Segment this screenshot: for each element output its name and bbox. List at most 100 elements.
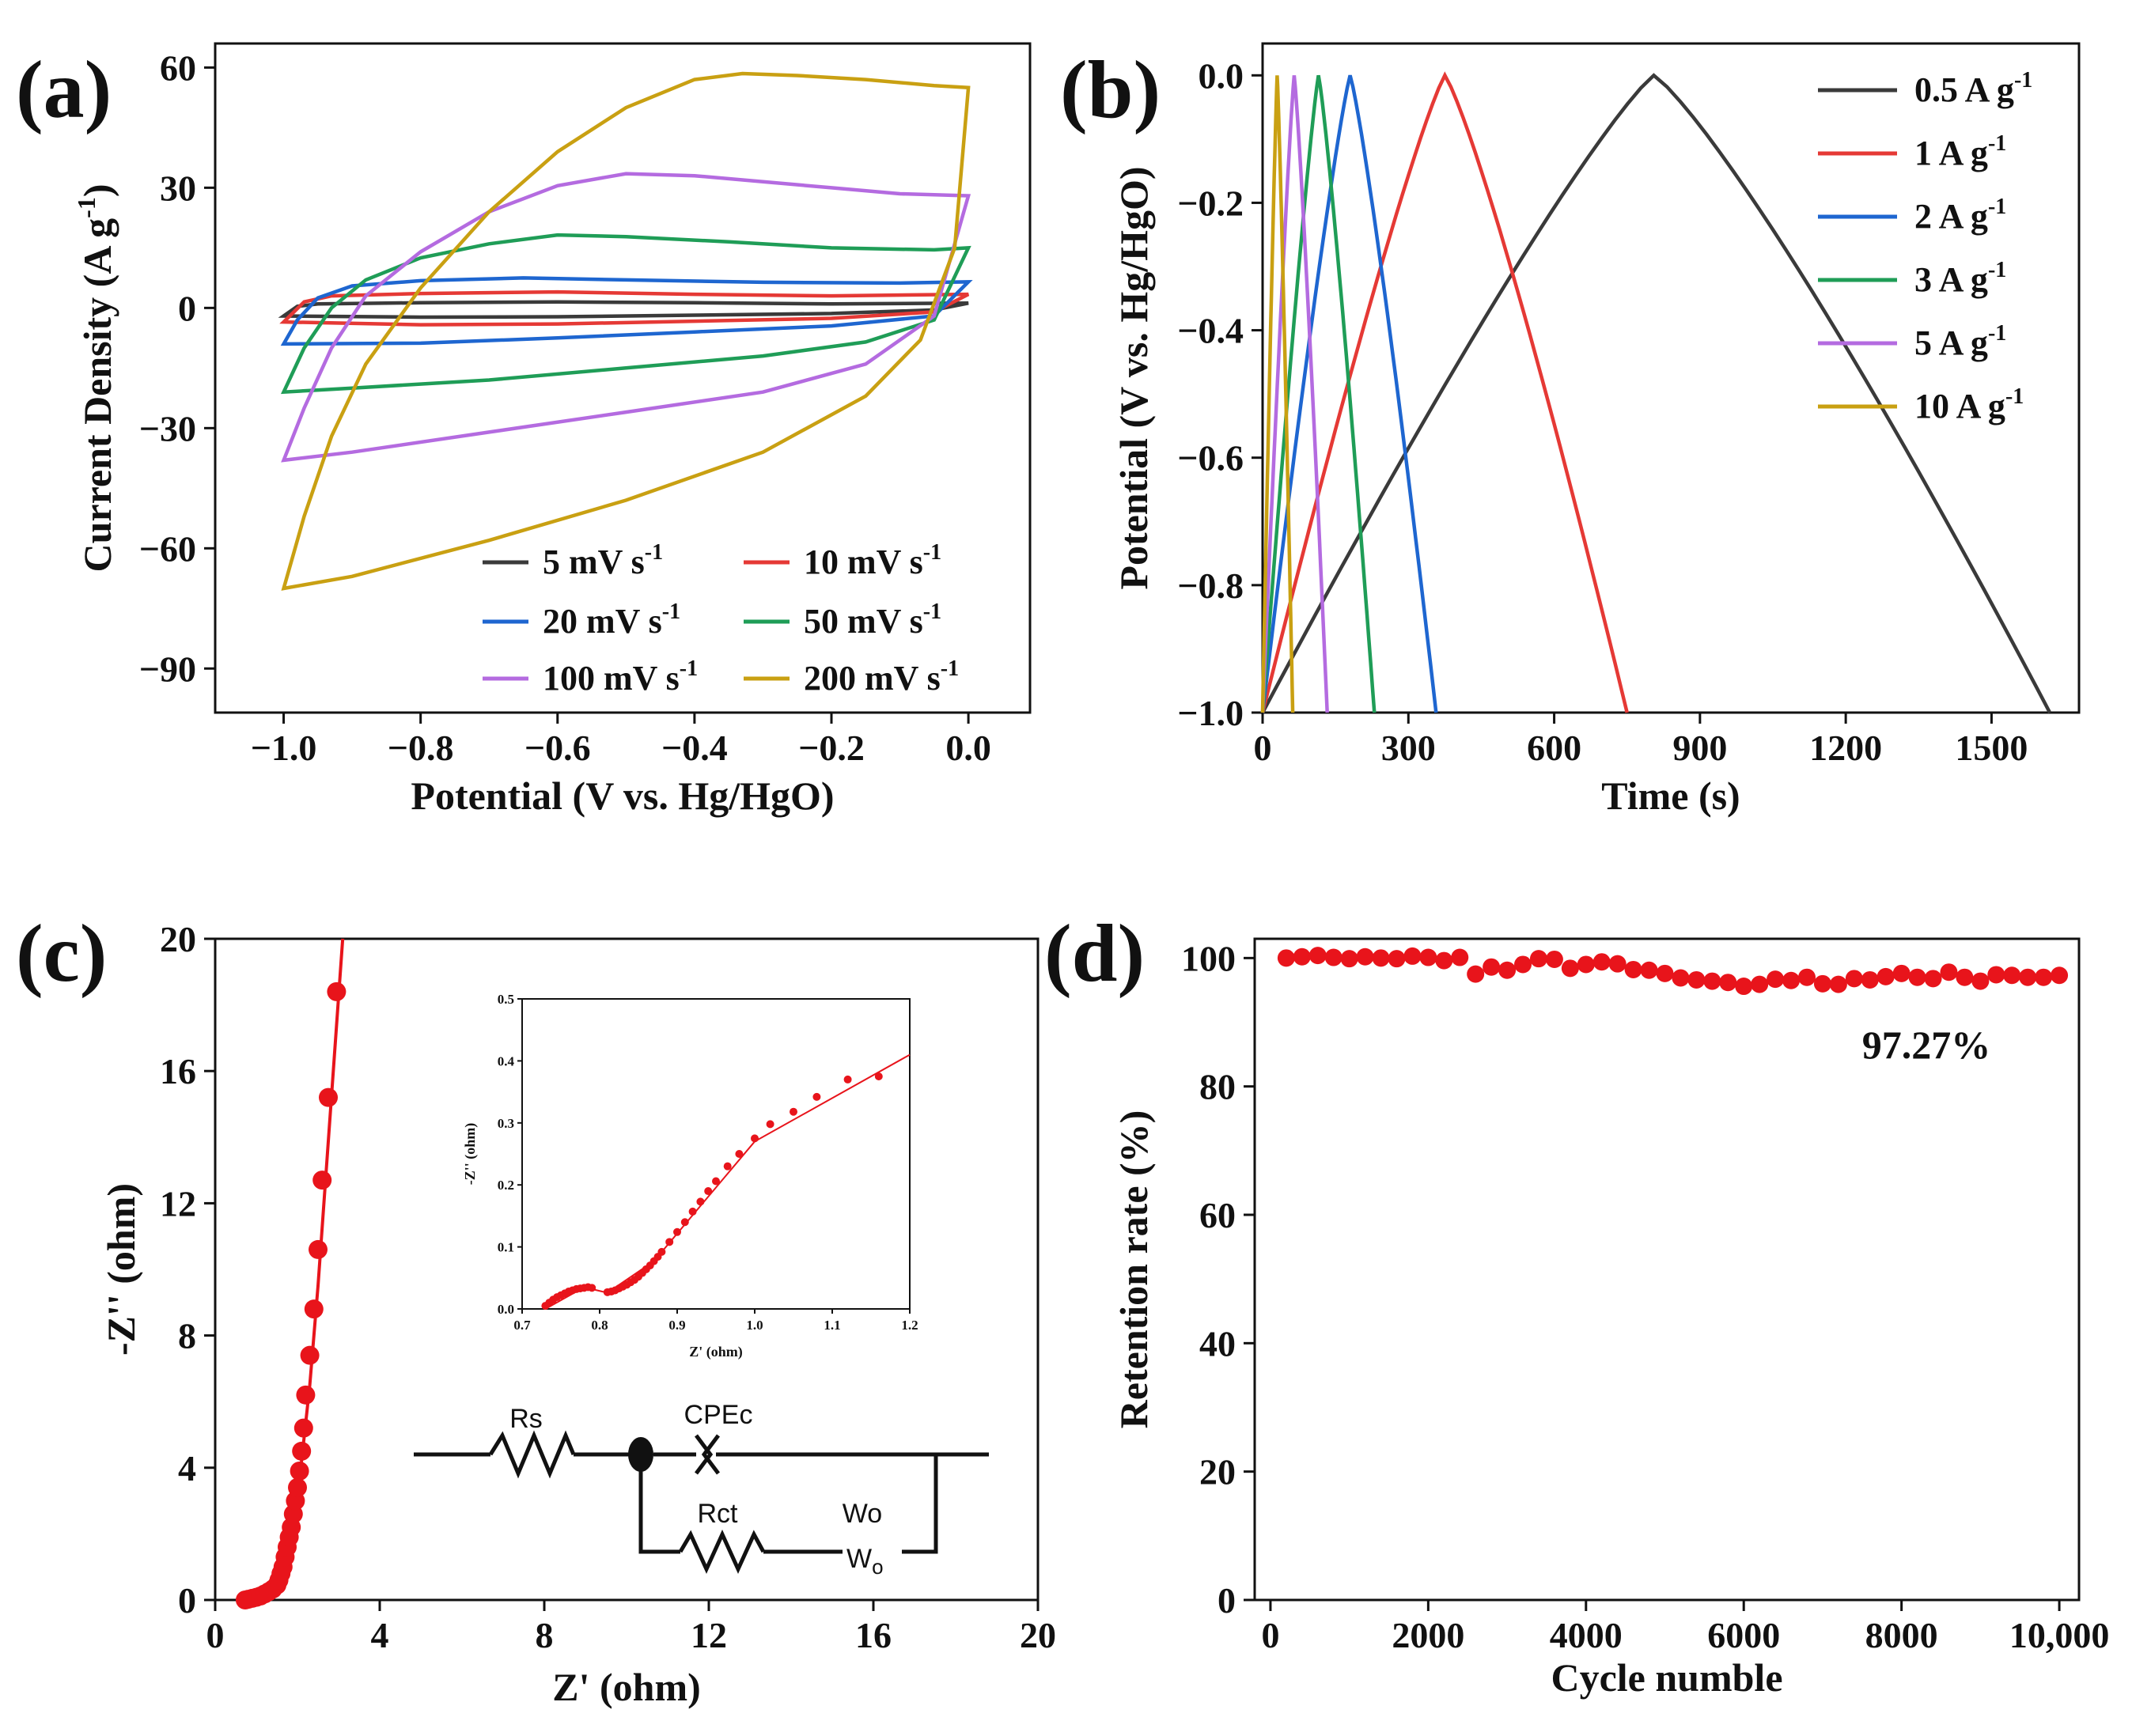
x-tick-label: 8000 bbox=[1865, 1615, 1938, 1655]
gcd-curve-2 bbox=[1260, 74, 1438, 713]
retention-point bbox=[1719, 974, 1737, 992]
inset-point bbox=[712, 1177, 720, 1186]
retention-point bbox=[1924, 970, 1942, 988]
x-tick-label: 0.8 bbox=[591, 1318, 608, 1333]
y-tick-label: 0.4 bbox=[498, 1053, 515, 1068]
legend-item-200-label: 200 mV s-1 bbox=[804, 656, 959, 698]
legend-item-5-label: 5 A g-1 bbox=[1914, 321, 2006, 362]
y-tick-label: 12 bbox=[160, 1183, 196, 1224]
inset-point bbox=[680, 1218, 689, 1227]
legend-item-50-label: 50 mV s-1 bbox=[804, 599, 941, 641]
nyquist-point bbox=[309, 1239, 328, 1259]
retention-point bbox=[1324, 948, 1342, 966]
retention-point bbox=[1498, 961, 1517, 979]
retention-point bbox=[1640, 961, 1658, 979]
y-tick-label: 0.5 bbox=[498, 992, 514, 1007]
legend-item-0.5-label: 0.5 A g-1 bbox=[1914, 68, 2032, 109]
y-tick-label: 0.2 bbox=[498, 1178, 514, 1193]
retention-point bbox=[1277, 949, 1295, 967]
y-tick-label: −0.6 bbox=[1177, 438, 1244, 478]
retention-point bbox=[1467, 965, 1485, 983]
legend-item-10-label: 10 mV s-1 bbox=[804, 540, 941, 581]
y-tick-label: 0.1 bbox=[498, 1240, 514, 1255]
retention-point bbox=[1403, 947, 1422, 965]
y-tick-label: 0 bbox=[1218, 1580, 1236, 1621]
legend: 0.5 A g-1 1 A g-1 2 A g-1 3 A g-1 5 A g-1 10 … bbox=[1818, 68, 2032, 425]
panel-label: (a) bbox=[16, 44, 112, 135]
nyquist-point bbox=[292, 1441, 312, 1461]
plot-frame bbox=[214, 42, 1032, 714]
x-tick-label: 10,000 bbox=[2009, 1615, 2110, 1655]
y-tick-label: −0.4 bbox=[1177, 311, 1244, 351]
retention-point bbox=[1876, 967, 1895, 985]
x-tick-label: 1.0 bbox=[746, 1318, 763, 1333]
retention-point bbox=[1308, 947, 1327, 965]
warburg-element: Wo bbox=[846, 1544, 884, 1579]
cv-curve-10 bbox=[279, 289, 970, 327]
y-tick-label: 20 bbox=[160, 919, 196, 959]
x-axis-title: Time (s) bbox=[1601, 773, 1740, 818]
x-axis-title: Potential (V vs. Hg/HgO) bbox=[411, 773, 834, 818]
inset-point bbox=[790, 1107, 797, 1116]
cv-curve-200 bbox=[281, 71, 971, 591]
nyquist-point bbox=[312, 1171, 332, 1190]
x-tick-label: 16 bbox=[855, 1615, 892, 1655]
inset-fit-line bbox=[544, 1053, 911, 1310]
circuit-wire bbox=[638, 1454, 680, 1554]
panel-label: (c) bbox=[16, 908, 107, 999]
resistor-rs bbox=[488, 1430, 576, 1479]
nyquist-point bbox=[296, 1385, 316, 1405]
y-tick-label: 0 bbox=[178, 288, 196, 328]
inset-point bbox=[735, 1150, 744, 1158]
retention-point bbox=[1608, 955, 1627, 973]
y-axis-title: -Z'' (ohm) bbox=[99, 1183, 143, 1356]
retention-point bbox=[1956, 968, 1974, 986]
x-tick-label: 12 bbox=[691, 1615, 727, 1655]
nyquist-point bbox=[293, 1418, 313, 1438]
y-tick-label: 80 bbox=[1199, 1067, 1236, 1107]
retention-point bbox=[1483, 958, 1501, 976]
inset-point bbox=[588, 1284, 596, 1292]
plot-frame bbox=[214, 937, 1040, 1602]
cv-curve-50 bbox=[280, 233, 971, 395]
plot-frame bbox=[1261, 42, 2081, 714]
inset-y-axis-title: -Z'' (ohm) bbox=[462, 1123, 479, 1186]
retention-point bbox=[1829, 975, 1847, 993]
x-tick-label: 1200 bbox=[1809, 728, 1882, 768]
x-tick-label: 1.2 bbox=[901, 1318, 918, 1333]
inset-point bbox=[673, 1227, 681, 1236]
retention-point bbox=[1656, 964, 1674, 982]
y-tick-label: −30 bbox=[139, 408, 196, 448]
retention-point bbox=[1940, 963, 1958, 981]
x-tick-label: −0.6 bbox=[524, 728, 591, 768]
y-tick-label: −90 bbox=[139, 649, 196, 689]
x-tick-label: 0 bbox=[206, 1615, 225, 1655]
retention-point bbox=[1592, 953, 1611, 971]
cv-curve-20 bbox=[280, 276, 973, 346]
panel-d-cycling-chart: 0 2000 4000 6000 8000 10,000 0 20 40 60 80 100 97.27… bbox=[1044, 908, 2109, 1700]
retention-point bbox=[1340, 950, 1358, 968]
x-axis-title: Cycle numble bbox=[1551, 1655, 1782, 1700]
equivalent-circuit: Rs CPEc Rct Wo Wo bbox=[414, 1400, 989, 1579]
x-axis-title: Z' (ohm) bbox=[552, 1665, 701, 1709]
retention-point bbox=[1561, 959, 1579, 978]
inset-point bbox=[723, 1162, 732, 1171]
retention-point bbox=[1545, 950, 1563, 968]
gcd-curve-5 bbox=[1260, 75, 1329, 713]
legend-item-1-label: 1 A g-1 bbox=[1914, 131, 2006, 172]
y-tick-label: 0.0 bbox=[498, 1302, 514, 1317]
retention-point bbox=[1624, 960, 1642, 978]
nyquist-point bbox=[304, 1299, 324, 1319]
y-tick-label: 20 bbox=[1199, 1452, 1236, 1492]
y-axis-title: Potential (V vs. Hg/HgO) bbox=[1111, 166, 1156, 589]
retention-point bbox=[1372, 949, 1390, 967]
x-tick-label: 20 bbox=[1020, 1615, 1056, 1655]
inset-point bbox=[874, 1072, 883, 1080]
retention-point bbox=[1861, 970, 1879, 989]
retention-point bbox=[1908, 968, 1926, 986]
nyquist-point bbox=[319, 1087, 338, 1107]
retention-point bbox=[1356, 947, 1374, 966]
gcd-curve-3 bbox=[1260, 74, 1377, 713]
retention-point bbox=[2003, 966, 2021, 985]
retention-point bbox=[1845, 970, 1863, 988]
